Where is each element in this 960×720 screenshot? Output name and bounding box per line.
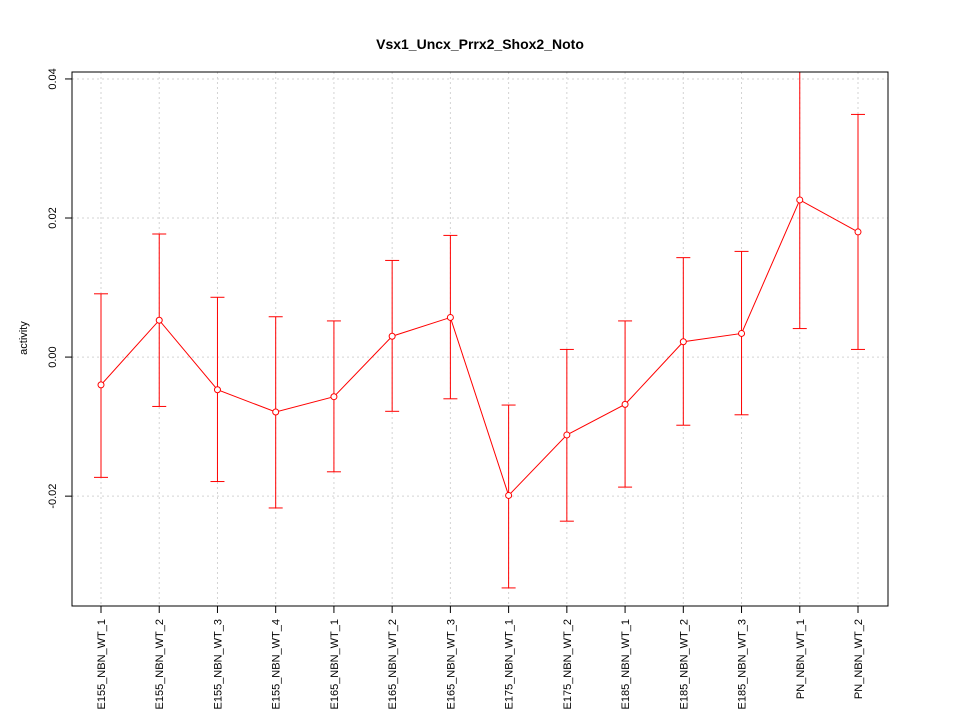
x-tick-label: PN_NBN_WT_1 — [795, 619, 807, 699]
data-point — [272, 408, 280, 416]
data-point — [854, 228, 862, 236]
data-point — [446, 313, 454, 321]
data-point — [796, 196, 804, 204]
data-point — [621, 400, 629, 408]
x-tick-label: E165_NBN_WT_1 — [329, 619, 341, 710]
y-tick-label: 0.02 — [47, 207, 59, 228]
x-tick-label: PN_NBN_WT_2 — [853, 619, 865, 699]
x-tick-label: E185_NBN_WT_3 — [737, 619, 749, 710]
y-tick-label: 0.00 — [47, 346, 59, 367]
x-tick-label: E165_NBN_WT_2 — [387, 619, 399, 710]
x-tick-label: E165_NBN_WT_3 — [445, 619, 457, 710]
x-tick-label: E175_NBN_WT_1 — [504, 619, 516, 710]
x-tick-label: E185_NBN_WT_2 — [678, 619, 690, 710]
x-tick-label: E155_NBN_WT_3 — [212, 619, 224, 710]
data-point — [213, 386, 221, 394]
data-point — [388, 332, 396, 340]
data-point — [155, 316, 163, 324]
data-point — [330, 393, 338, 401]
x-tick-label: E155_NBN_WT_2 — [154, 619, 166, 710]
x-tick-label: E155_NBN_WT_4 — [271, 619, 283, 710]
data-point — [679, 338, 687, 346]
series-line — [100, 199, 859, 497]
series-group — [94, 71, 865, 589]
x-tick-label: E185_NBN_WT_1 — [620, 619, 632, 710]
chart-title: Vsx1_Uncx_Prrx2_Shox2_Noto — [376, 36, 584, 52]
plot-frame — [71, 71, 889, 607]
data-point — [97, 381, 105, 389]
x-axis: E155_NBN_WT_1 E155_NBN_WT_2 E155_NBN_WT_3 E… — [96, 606, 865, 710]
grid — [72, 72, 888, 606]
x-tick-label: E175_NBN_WT_2 — [562, 619, 574, 710]
y-tick-label: -0.02 — [47, 484, 59, 509]
data-point — [738, 329, 746, 337]
y-axis-label: activity — [18, 321, 30, 355]
data-point — [505, 491, 513, 499]
y-axis: -0.02 0.00 0.02 0.04 — [47, 68, 72, 509]
data-point — [563, 431, 571, 439]
x-tick-label: E155_NBN_WT_1 — [96, 619, 108, 710]
y-tick-label: 0.04 — [47, 68, 59, 89]
